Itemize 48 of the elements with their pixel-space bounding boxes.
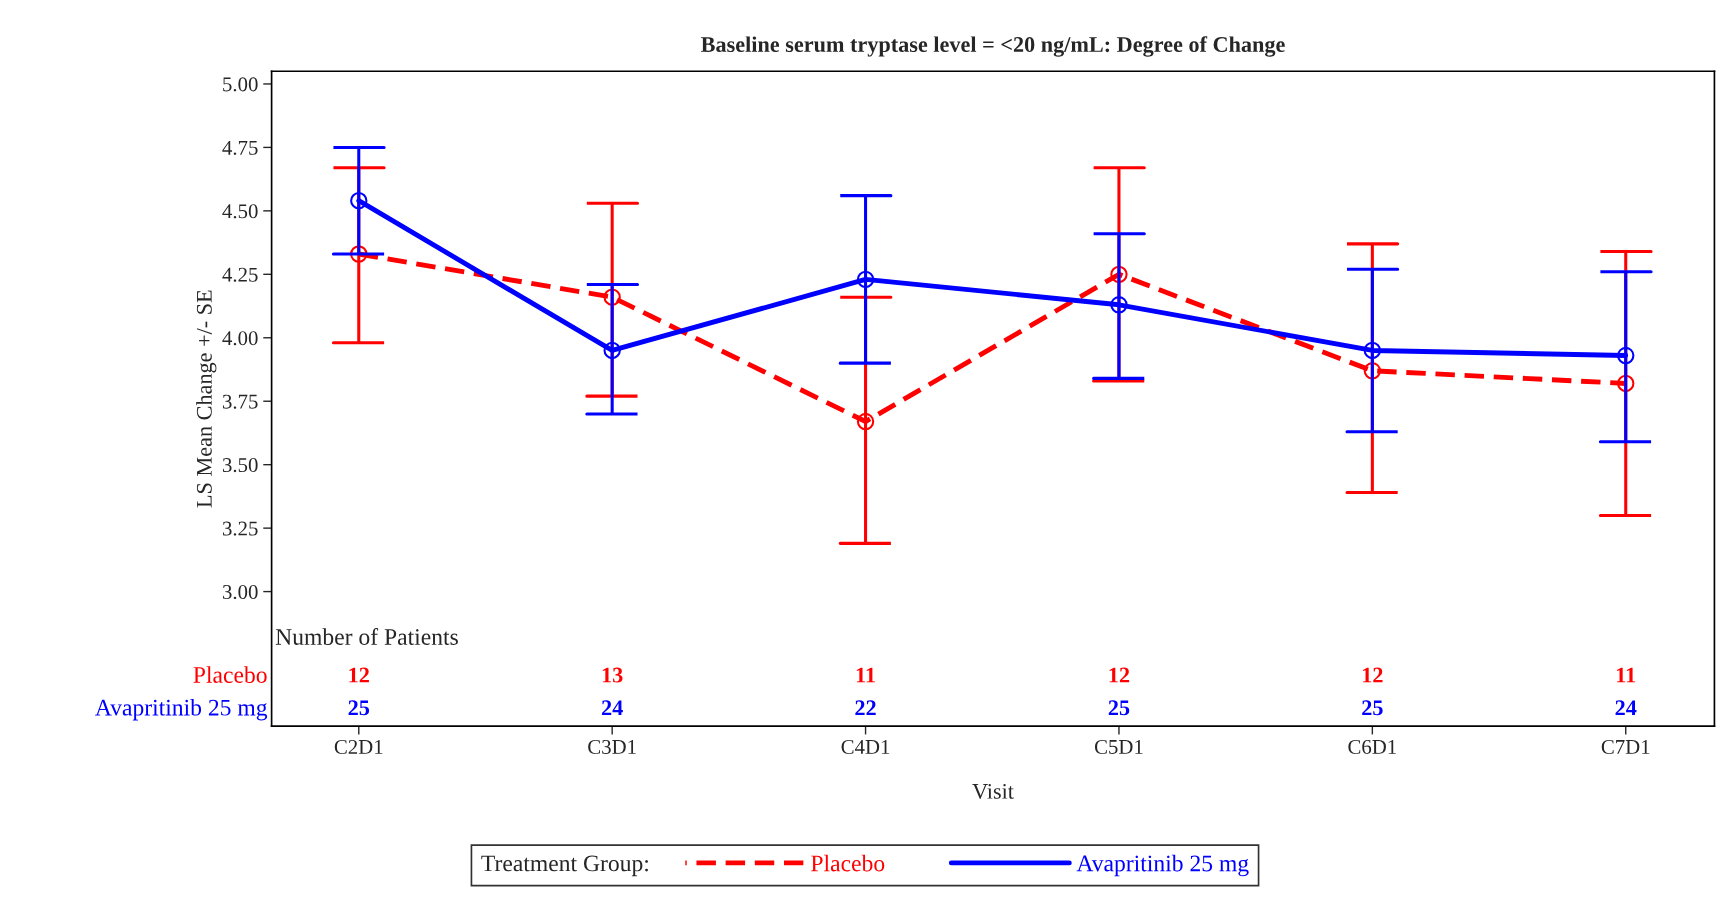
annotation: 13 bbox=[602, 667, 623, 683]
x-tick-label: C2D1 bbox=[334, 739, 383, 754]
point bbox=[1617, 374, 1635, 393]
y-tick-label: 3.25 bbox=[222, 521, 258, 536]
text: Placebo bbox=[811, 854, 885, 872]
point bbox=[856, 412, 875, 431]
y-tick-label: 4.50 bbox=[222, 204, 258, 219]
y-tick-label: 5.00 bbox=[223, 77, 258, 92]
point bbox=[1110, 265, 1128, 283]
point bbox=[350, 192, 368, 210]
chart-title: Baseline serum tryptase level = <20 ng/mL: Degree of Change bbox=[701, 36, 1285, 57]
annotation: 25 bbox=[1108, 700, 1130, 716]
annotation: 22 bbox=[855, 700, 876, 716]
y-tick-label: 3.50 bbox=[222, 458, 258, 473]
x-axis-title: Visit bbox=[972, 783, 1014, 799]
point bbox=[1617, 346, 1635, 365]
point bbox=[350, 245, 368, 263]
annotation: 11 bbox=[1617, 667, 1636, 683]
y-tick-label: 3.75 bbox=[222, 394, 258, 409]
annotation: Number of Patients bbox=[275, 628, 458, 645]
x-tick-label: C4D1 bbox=[841, 739, 890, 754]
annotation: 25 bbox=[348, 700, 370, 716]
annotation: 24 bbox=[1615, 700, 1637, 716]
y-tick-label: 4.75 bbox=[222, 140, 258, 155]
text: Placebo bbox=[193, 666, 267, 683]
x-tick-label: C7D1 bbox=[1601, 739, 1650, 754]
y-tick-label: 3.00 bbox=[222, 584, 258, 600]
annotation: 12 bbox=[1363, 667, 1383, 683]
legend-title: Treatment Group: bbox=[481, 855, 648, 877]
point bbox=[1363, 341, 1382, 360]
point bbox=[1363, 362, 1382, 380]
x-tick-label: C6D1 bbox=[1348, 739, 1396, 754]
y-tick-label: 4.25 bbox=[222, 267, 258, 282]
x-tick-label: C3D1 bbox=[588, 739, 636, 754]
point bbox=[603, 288, 621, 306]
annotation: 25 bbox=[1362, 700, 1383, 716]
legend-label: Avapritinib 25 mg bbox=[1076, 854, 1249, 877]
x-tick-label: C5D1 bbox=[1094, 739, 1143, 754]
annotation: 12 bbox=[349, 667, 369, 683]
y-tick-label: 4.00 bbox=[222, 331, 258, 346]
point bbox=[856, 270, 875, 289]
point bbox=[1110, 296, 1128, 314]
y-axis-title: LS Mean Change +/- SE bbox=[196, 290, 217, 508]
annotation: 12 bbox=[1109, 667, 1130, 683]
text: Avapritinib 25 mg bbox=[95, 699, 268, 721]
point bbox=[603, 341, 621, 360]
annotation: 24 bbox=[601, 700, 623, 716]
annotation: 11 bbox=[856, 667, 875, 683]
